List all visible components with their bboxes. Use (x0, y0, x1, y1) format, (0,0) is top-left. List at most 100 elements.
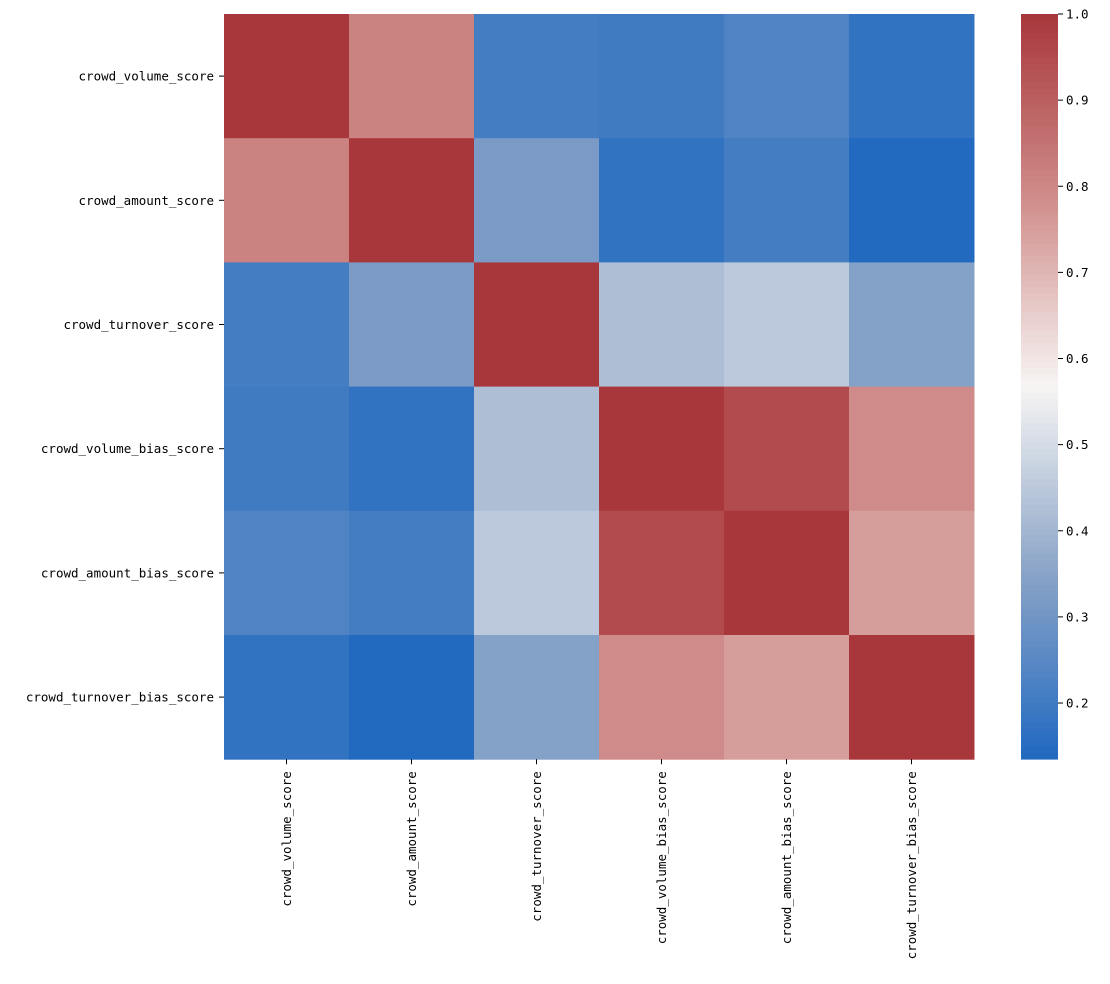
colorbar-segment (1021, 125, 1058, 133)
y-tick-label: crowd_volume_score (79, 69, 214, 84)
x-tick-label: crowd_amount_score (404, 771, 419, 906)
colorbar-segment (1021, 448, 1058, 456)
heatmap-cell (224, 14, 350, 139)
colorbar-segment (1021, 740, 1058, 748)
x-tick-label: crowd_turnover_score (529, 771, 544, 922)
heatmap-cell (724, 14, 850, 139)
y-tick-label: crowd_volume_bias_score (41, 441, 214, 456)
colorbar-segment (1021, 194, 1058, 201)
colorbar-segment (1021, 597, 1058, 605)
colorbar-segment (1021, 417, 1058, 425)
colorbar: 0.2 0.3 0.4 0.5 0.6 0.7 0.8 0.9 1.0 (1021, 7, 1089, 760)
y-tick-label: crowd_turnover_bias_score (26, 690, 214, 705)
colorbar-segment (1021, 175, 1058, 183)
colorbar-segment (1021, 665, 1058, 673)
colorbar-segment (1021, 76, 1058, 83)
colorbar-segment (1021, 653, 1058, 661)
colorbar-tick-label: 0.3 (1066, 609, 1089, 624)
colorbar-segment (1021, 523, 1058, 530)
colorbar-segment (1021, 355, 1058, 363)
colorbar-segment (1021, 324, 1058, 332)
colorbar-segment (1021, 752, 1058, 760)
colorbar-segment (1021, 38, 1058, 46)
colorbar-segment (1021, 131, 1058, 139)
colorbar-segment (1021, 560, 1058, 568)
colorbar-segment (1021, 51, 1058, 59)
colorbar-segment (1021, 622, 1058, 630)
heatmap-cell (724, 635, 850, 760)
heatmap-cell (599, 262, 725, 388)
colorbar-segment (1021, 485, 1058, 493)
colorbar-segment (1021, 454, 1058, 462)
colorbar-segment (1021, 603, 1058, 611)
colorbar-segment (1021, 374, 1058, 381)
heatmap-cell (349, 138, 475, 263)
heatmap-cell (474, 138, 600, 263)
colorbar-segment (1021, 411, 1058, 419)
colorbar-segment (1021, 380, 1058, 388)
colorbar-segment (1021, 88, 1058, 96)
colorbar-segment (1021, 703, 1058, 710)
colorbar-segment (1021, 405, 1058, 412)
x-tick-label: crowd_volume_score (279, 771, 294, 906)
colorbar-segment (1021, 467, 1058, 475)
colorbar-segment (1021, 14, 1058, 21)
colorbar-segment (1021, 243, 1058, 251)
colorbar-segment (1021, 696, 1058, 704)
heatmap-cell (474, 635, 600, 760)
colorbar-segment (1021, 721, 1058, 729)
colorbar-segment (1021, 479, 1058, 487)
colorbar-segment (1021, 510, 1058, 518)
heatmap-cell (849, 138, 975, 263)
colorbar-segment (1021, 237, 1058, 245)
colorbar-segment (1021, 659, 1058, 667)
colorbar-segment (1021, 69, 1058, 77)
colorbar-segment (1021, 727, 1058, 735)
colorbar-segment (1021, 616, 1058, 624)
heatmap-cell (599, 14, 725, 139)
colorbar-segment (1021, 107, 1058, 114)
row-labels: crowd_volume_score crowd_amount_scorecrow… (26, 69, 224, 705)
colorbar-segment (1021, 336, 1058, 344)
colorbar-segment (1021, 641, 1058, 648)
colorbar-segment (1021, 672, 1058, 679)
colorbar-segment (1021, 566, 1058, 574)
heatmap-cell (224, 510, 350, 636)
colorbar-segment (1021, 169, 1058, 177)
colorbar-segment (1021, 647, 1058, 655)
colorbar-segment (1021, 218, 1058, 226)
colorbar-segment (1021, 529, 1058, 537)
y-tick-label: crowd_turnover_score (63, 317, 214, 332)
colorbar-segment (1021, 187, 1058, 195)
colorbar-segment (1021, 492, 1058, 499)
x-tick-label: crowd_turnover_bias_score (904, 771, 919, 959)
heatmap-cell (849, 14, 975, 139)
colorbar-segment (1021, 119, 1058, 127)
colorbar-segment (1021, 63, 1058, 71)
heatmap-cell (474, 510, 600, 636)
colorbar-segment (1021, 343, 1058, 350)
colorbar-segment (1021, 436, 1058, 443)
heatmap-cell (474, 14, 600, 139)
colorbar-segment (1021, 200, 1058, 208)
heatmap-cell (849, 262, 975, 388)
colorbar-segment (1021, 231, 1058, 239)
colorbar-segment (1021, 45, 1058, 52)
colorbar-segment (1021, 113, 1058, 121)
heatmap-cell (599, 138, 725, 263)
heatmap-cell (349, 262, 475, 388)
colorbar-segment (1021, 349, 1058, 357)
colorbar-segment (1021, 585, 1058, 592)
y-tick-label: crowd_amount_bias_score (41, 565, 214, 580)
colorbar-segment (1021, 678, 1058, 686)
colorbar-segment (1021, 442, 1058, 450)
heatmap-cell (849, 386, 975, 512)
colorbar-segment (1021, 94, 1058, 102)
colorbar-segment (1021, 274, 1058, 282)
heatmap-cell (724, 138, 850, 263)
colorbar-segment (1021, 163, 1058, 170)
colorbar-segment (1021, 181, 1058, 189)
x-tick-label: crowd_amount_bias_score (779, 771, 794, 944)
colorbar-segment (1021, 26, 1058, 34)
